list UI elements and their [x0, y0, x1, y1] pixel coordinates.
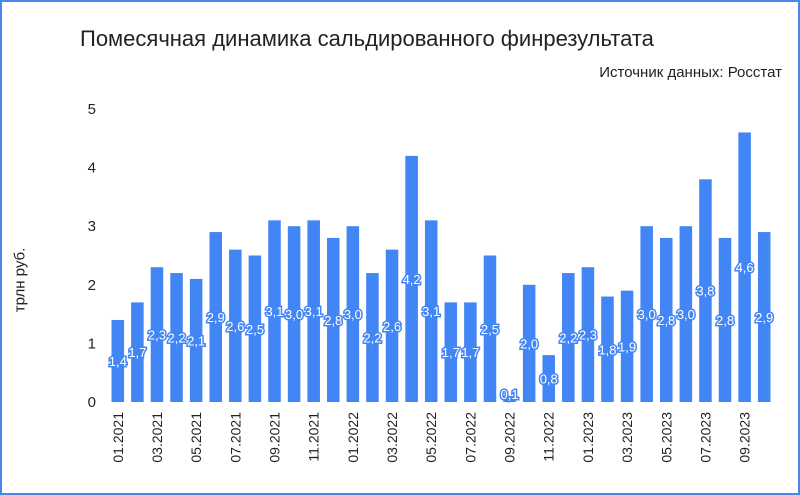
bar — [444, 302, 458, 402]
x-tick-label: 05.2023 — [658, 412, 674, 463]
x-tick-label: 01.2021 — [110, 412, 126, 463]
data-label: 3,1 — [305, 304, 323, 319]
data-label: 1,8 — [598, 342, 616, 357]
bar — [131, 302, 144, 402]
data-labels: 1,41,72,3 2,2 2,12,92,6 2,53,1 3,0 3,12,8 3,02… — [107, 259, 774, 404]
data-label: 2,9 — [207, 310, 225, 325]
data-label: 2,5 — [246, 322, 264, 337]
x-tick-label: 11.2021 — [306, 412, 322, 462]
x-tick-label: 03.2023 — [619, 412, 635, 463]
bar — [150, 267, 164, 402]
x-tick-label: 03.2022 — [384, 412, 400, 463]
data-label: 2,8 — [657, 313, 675, 328]
bar — [307, 220, 320, 402]
x-tick-label: 09.2021 — [267, 412, 283, 463]
bar — [346, 226, 360, 402]
x-tick-label: 09.2023 — [737, 412, 753, 463]
data-label: 1,7 — [461, 345, 479, 360]
x-tick-label: 11.2022 — [541, 412, 557, 462]
chart-title: Помесячная динамика сальдированного финр… — [80, 26, 654, 51]
data-label: 2,3 — [579, 328, 597, 343]
data-label: 1,7 — [128, 345, 146, 360]
bar — [659, 237, 673, 402]
data-label: 2,5 — [481, 322, 499, 337]
x-tick-label: 07.2023 — [697, 412, 713, 463]
y-tick-label: 1 — [88, 335, 96, 352]
bar — [542, 355, 556, 402]
bars — [111, 132, 771, 402]
data-label: 2,2 — [559, 331, 577, 346]
data-label: 3,0 — [638, 307, 656, 322]
data-label: 2,2 — [363, 331, 381, 346]
bar — [189, 278, 203, 402]
data-label: 1,9 — [618, 339, 636, 354]
y-tick-label: 2 — [88, 277, 96, 294]
data-label: 4,6 — [736, 260, 754, 275]
data-label: 0,8 — [540, 372, 558, 387]
data-label: 3,1 — [265, 304, 283, 319]
bar — [699, 179, 712, 402]
bar — [248, 255, 262, 402]
data-label: 2,2 — [168, 331, 186, 346]
y-tick-label: 4 — [88, 160, 96, 177]
x-tick-label: 05.2021 — [188, 412, 204, 463]
bar — [562, 273, 575, 402]
bar — [601, 296, 614, 402]
bar — [111, 319, 125, 402]
data-label: 3,1 — [422, 304, 440, 319]
x-tick-label: 03.2021 — [149, 412, 165, 463]
y-tick-label: 0 — [88, 394, 96, 411]
data-label: 2,8 — [324, 313, 342, 328]
data-label: 1,7 — [442, 345, 460, 360]
bar — [522, 284, 536, 402]
bar — [581, 267, 595, 402]
x-tick-label: 01.2023 — [580, 412, 596, 463]
x-tick-label: 07.2021 — [227, 412, 243, 463]
data-label: 4,2 — [403, 272, 421, 287]
bar — [326, 237, 340, 402]
bar — [268, 220, 281, 402]
data-label: 2,6 — [226, 319, 244, 334]
x-tick-labels: 01.2021 03.2021 05.2021 07.2021 09.2021 11.20… — [110, 412, 753, 463]
bar — [464, 302, 477, 402]
x-tick-label: 09.2022 — [502, 412, 518, 463]
bar — [503, 396, 516, 402]
bar — [385, 249, 399, 402]
bar — [640, 226, 653, 402]
data-label: 3,0 — [344, 307, 362, 322]
x-tick-label: 01.2022 — [345, 412, 361, 463]
data-label: 0,1 — [501, 387, 519, 402]
bar — [679, 226, 693, 402]
data-label: 2,1 — [187, 333, 205, 348]
y-tick-label: 5 — [88, 101, 96, 118]
bar — [405, 155, 418, 402]
y-tick-labels: 0 1 2 3 4 5 — [88, 101, 96, 411]
bar — [738, 132, 751, 402]
bar — [229, 249, 242, 402]
chart-source: Источник данных: Росстат — [599, 64, 782, 81]
data-label: 3,0 — [285, 307, 303, 322]
data-label: 1,4 — [109, 354, 127, 369]
data-label: 2,6 — [383, 319, 401, 334]
bar — [757, 232, 771, 402]
data-label: 3,0 — [677, 307, 695, 322]
bar — [209, 232, 223, 402]
bar — [424, 220, 438, 402]
bar — [366, 273, 379, 402]
y-tick-label: 3 — [88, 218, 96, 235]
x-tick-label: 05.2022 — [423, 412, 439, 463]
bar — [170, 273, 183, 402]
data-label: 2,0 — [520, 336, 538, 351]
data-label: 2,3 — [148, 328, 166, 343]
data-label: 2,8 — [716, 313, 734, 328]
x-tick-label: 07.2022 — [462, 412, 478, 463]
bar — [620, 290, 634, 402]
data-label: 2,9 — [755, 310, 773, 325]
bar — [287, 226, 301, 402]
bar — [718, 237, 732, 402]
data-label: 3,8 — [696, 284, 714, 299]
bar — [483, 255, 497, 402]
